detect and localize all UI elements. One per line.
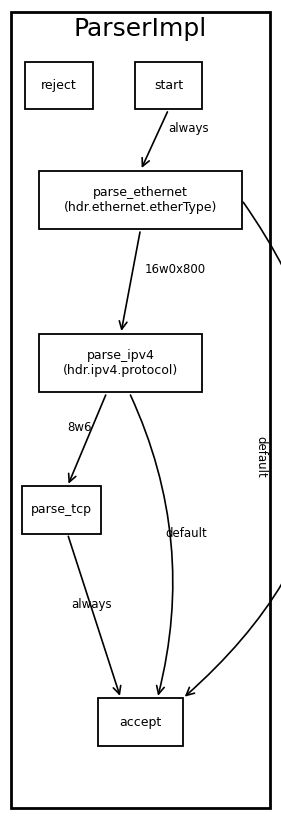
FancyBboxPatch shape bbox=[25, 62, 93, 109]
FancyBboxPatch shape bbox=[22, 486, 101, 534]
FancyBboxPatch shape bbox=[39, 334, 202, 392]
Text: always: always bbox=[72, 598, 112, 611]
Text: default: default bbox=[166, 527, 208, 540]
Text: parse_ipv4
(hdr.ipv4.protocol): parse_ipv4 (hdr.ipv4.protocol) bbox=[63, 349, 178, 377]
Text: 16w0x800: 16w0x800 bbox=[145, 264, 206, 277]
FancyBboxPatch shape bbox=[11, 12, 270, 808]
FancyBboxPatch shape bbox=[98, 698, 183, 746]
Text: parse_tcp: parse_tcp bbox=[31, 503, 92, 517]
FancyBboxPatch shape bbox=[135, 62, 202, 109]
Text: ParserImpl: ParserImpl bbox=[74, 16, 207, 41]
Text: start: start bbox=[154, 79, 183, 92]
Text: 8w6: 8w6 bbox=[67, 421, 92, 434]
FancyBboxPatch shape bbox=[39, 171, 242, 229]
Text: parse_ethernet
(hdr.ethernet.etherType): parse_ethernet (hdr.ethernet.etherType) bbox=[64, 186, 217, 214]
Text: reject: reject bbox=[41, 79, 77, 92]
Text: always: always bbox=[169, 122, 209, 135]
Text: accept: accept bbox=[119, 716, 162, 729]
Text: default: default bbox=[255, 436, 268, 478]
